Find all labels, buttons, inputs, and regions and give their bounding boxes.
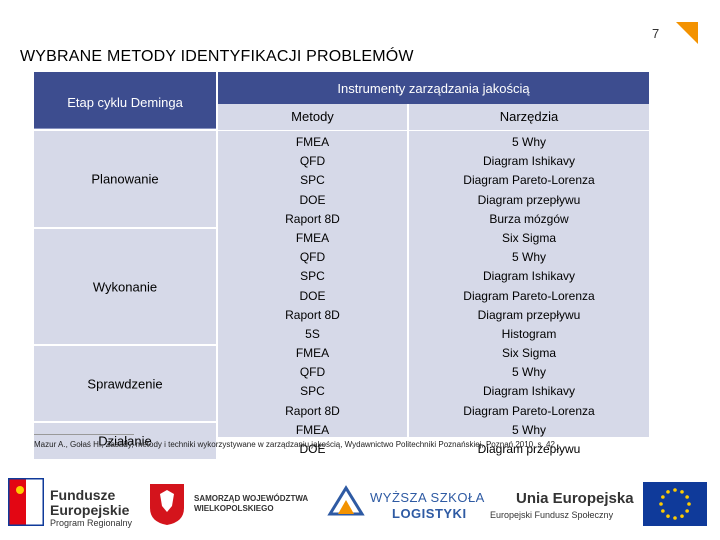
eu-star [685,495,689,499]
fundusze-logo-sub: Program Regionalny [50,518,133,528]
eu-star [673,488,677,492]
page-title: WYBRANE METODY IDENTYFIKACJI PROBLEMÓW [20,48,414,65]
narzedzie-item: Diagram przepływu [477,192,581,207]
stage-cell: Wykonanie [34,229,216,344]
eu-star [661,495,665,499]
ue-logo-text: Unia Europejska [516,490,634,507]
metody-list: FMEA QFD SPC DOE Raport 8D FMEA QFD SPC DOE Rapor… [218,133,407,459]
narzedzie-item: Diagram Pareto-Lorenza [463,173,595,188]
narzedzie-item: Diagram przepływu [477,307,581,322]
narzedzie-item: Diagram Pareto-Lorenza [463,403,595,418]
metoda-item: DOE [299,192,326,207]
header-stage-label: Etap cyklu Deminga [67,95,183,110]
samorzad-logo-text: SAMORZĄD WOJEWÓDZTWA WIELKOPOLSKIEGO [194,494,309,513]
wielkopolska-crest-icon [150,484,184,525]
metoda-item: Raport 8D [285,307,340,322]
page-number: 7 [652,26,660,41]
eu-star [687,502,691,506]
eu-star [680,514,684,518]
header-stage: Etap cyklu Deminga [34,72,216,129]
stage-cell: Planowanie [34,131,216,227]
narzedzie-item: 5 Why [511,135,546,149]
narzedzie-item: Diagram Pareto-Lorenza [463,288,595,303]
wsl-logo-text: WYŻSZA SZKOŁA [370,490,485,505]
metoda-item: SPC [300,173,325,188]
eu-star [666,514,670,518]
col-header-narzedzia: Narzędzia [409,104,649,130]
metoda-item: QFD [299,154,326,169]
corner-accent [676,22,698,44]
narzedzie-item: Diagram przepływu [477,442,581,456]
narzedzie-item: Six Sigma [501,346,557,361]
metoda-item: QFD [299,250,326,265]
stage-sprawdzenie: Sprawdzenie [87,376,163,391]
metoda-item: FMEA [295,422,330,437]
metoda-item: Raport 8D [285,403,340,418]
footer-logos [0,468,720,540]
fundusze-logo-text: Fundusze Europejskie [50,487,130,518]
metoda-item: QFD [299,365,326,380]
narzedzie-item: Diagram Ishikavy [482,269,576,284]
narzedzie-item: Diagram Ishikavy [482,384,576,399]
metoda-item: SPC [300,269,325,284]
ue-logo-sub: Europejski Fundusz Społeczny [490,510,614,520]
narzedzie-item: Diagram Ishikavy [482,154,576,169]
col-header-metody: Metody [218,104,407,130]
eu-star [661,509,665,513]
header-instruments-label: Instrumenty zarządzania jakością [337,81,530,96]
wsl-logo-icon [327,485,365,516]
stage-planowanie: Planowanie [91,171,159,187]
narzedzia-list: 5 Why Diagram Ishikavy Diagram Pareto-Lore… [409,133,649,459]
stage-dzialanie: Działanie [98,433,152,449]
eu-star [673,516,677,520]
source-citation: Mazur A., Gołaś H., Zasady, metody i tec… [34,440,555,449]
metoda-item: DOE [299,288,326,303]
header-instruments: Instrumenty zarządzania jakością [218,72,649,104]
eu-star [685,509,689,513]
narzedzie-item: 5 Why [511,422,546,437]
narzedzie-item: 5 Why [511,365,546,380]
eu-star [659,502,663,506]
fundusze-flag-icon [8,478,44,526]
wsl-logo-text2: LOGISTYKI [392,506,467,521]
narzedzie-item: Burza mózgów [489,211,569,226]
metoda-item: FMEA [295,135,330,149]
stage-wykonanie: Wykonanie [92,279,158,294]
narzedzie-item: Six Sigma [501,230,557,245]
metoda-item: Raport 8D [285,211,340,226]
metoda-item: 5S [305,326,320,341]
metoda-item: DOE [299,442,326,456]
source-divider [34,434,134,435]
stage-cell: Działanie [34,423,216,459]
metoda-item: SPC [300,384,325,399]
metoda-item: FMEA [295,230,330,245]
narzedzie-item: Histogram [501,326,557,341]
metody-column [218,131,407,437]
metoda-item: FMEA [295,346,330,361]
stage-cell: Sprawdzenie [34,346,216,421]
eu-star [666,490,670,494]
narzedzia-column [409,131,649,437]
narzedzie-item: 5 Why [511,250,546,265]
eu-star [680,490,684,494]
eu-flag-icon [643,482,707,526]
